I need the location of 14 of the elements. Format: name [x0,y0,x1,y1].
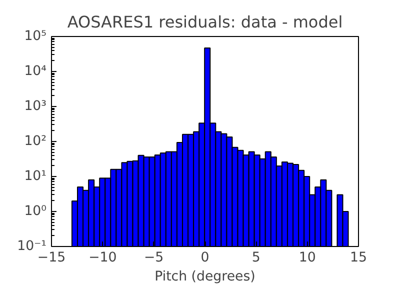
x-tick-label: −5 [144,250,164,266]
x-tick-label: −10 [88,250,117,266]
x-tick-label: 10 [298,250,316,266]
y-tick-label: 10² [24,134,47,149]
chart-title: AOSARES1 residuals: data - model [67,12,343,32]
x-tick-label: 0 [200,250,210,266]
y-tick-label: 10¹ [24,169,47,184]
x-tick-label: 15 [350,250,367,266]
y-tick-label: 10⁵ [24,29,47,44]
y-tick-label: 10⁴ [24,64,47,79]
y-tick-label: 10³ [24,99,47,114]
x-axis-title: Pitch (degrees) [154,270,256,284]
y-tick-label: 10⁰ [24,204,47,219]
x-tick-label: 5 [252,250,260,266]
